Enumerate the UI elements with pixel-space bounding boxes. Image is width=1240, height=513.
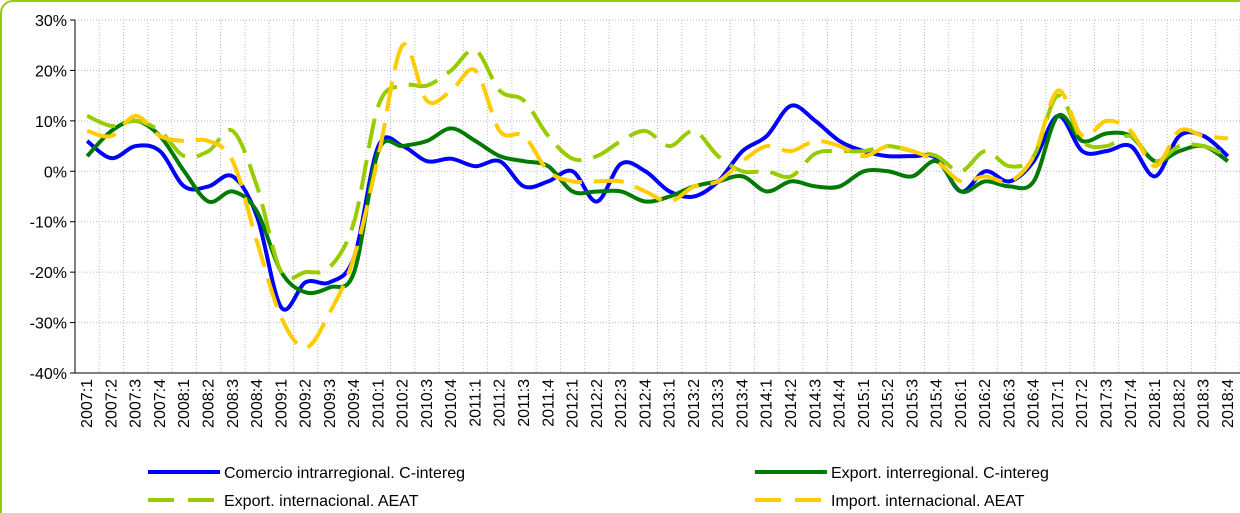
x-tick-label: 2015:2 <box>880 379 897 428</box>
x-tick-label: 2008:3 <box>225 379 242 428</box>
legend-label: Comercio intrarregional. C-intereg <box>224 465 465 482</box>
x-tick-label: 2008:1 <box>176 379 193 428</box>
x-tick-label: 2016:2 <box>977 379 994 428</box>
x-tick-label: 2018:4 <box>1220 379 1237 428</box>
x-tick-label: 2013:1 <box>662 379 679 428</box>
x-tick-label: 2014:3 <box>807 379 824 428</box>
x-tick-label: 2018:3 <box>1196 379 1213 428</box>
x-tick-label: 2009:4 <box>346 379 363 428</box>
x-tick-label: 2013:4 <box>734 379 751 428</box>
y-tick-label: -20% <box>30 265 67 282</box>
x-tick-label: 2007:1 <box>79 379 96 428</box>
legend-label: Import. internacional. AEAT <box>831 493 1025 510</box>
x-tick-label: 2017:3 <box>1099 379 1116 428</box>
y-tick-label: 20% <box>35 63 67 80</box>
legend-label: Export. internacional. AEAT <box>224 493 419 510</box>
x-tick-label: 2018:2 <box>1171 379 1188 428</box>
y-tick-label: -30% <box>30 316 67 333</box>
y-tick-label: 10% <box>35 114 67 131</box>
x-tick-label: 2012:1 <box>565 379 582 428</box>
x-tick-label: 2012:4 <box>637 379 654 428</box>
legend-label: Export. interregional. C-intereg <box>831 465 1049 482</box>
series-line <box>86 47 1229 281</box>
x-tick-label: 2016:4 <box>1026 379 1043 428</box>
x-tick-label: 2012:3 <box>613 379 630 428</box>
x-tick-label: 2014:2 <box>783 379 800 428</box>
x-tick-label: 2018:1 <box>1147 379 1164 428</box>
x-tick-label: 2011:4 <box>540 379 557 427</box>
x-tick-label: 2017:4 <box>1123 379 1140 428</box>
y-tick-label: 0% <box>44 164 67 181</box>
y-tick-label: -10% <box>30 215 67 232</box>
y-tick-label: -40% <box>30 366 67 383</box>
x-tick-label: 2009:3 <box>322 379 339 428</box>
y-tick-label: 30% <box>35 13 67 30</box>
x-tick-label: 2008:4 <box>249 379 266 428</box>
x-tick-label: 2011:1 <box>467 379 484 427</box>
x-tick-label: 2014:4 <box>832 379 849 428</box>
x-tick-label: 2012:2 <box>589 379 606 428</box>
x-tick-label: 2016:3 <box>1001 379 1018 428</box>
x-tick-label: 2011:3 <box>516 379 533 427</box>
x-tick-label: 2017:1 <box>1050 379 1067 428</box>
x-tick-label: 2017:2 <box>1074 379 1091 428</box>
x-tick-label: 2010:4 <box>443 379 460 428</box>
x-tick-label: 2015:4 <box>929 379 946 428</box>
x-tick-label: 2007:3 <box>128 379 145 428</box>
x-tick-label: 2013:3 <box>710 379 727 428</box>
x-tick-label: 2009:1 <box>273 379 290 428</box>
series-line <box>86 42 1229 350</box>
x-tick-label: 2014:1 <box>759 379 776 428</box>
x-tick-label: 2007:2 <box>103 379 120 428</box>
x-tick-label: 2010:3 <box>419 379 436 428</box>
x-tick-label: 2007:4 <box>152 379 169 428</box>
x-tick-label: 2011:2 <box>492 379 509 427</box>
x-tick-label: 2013:2 <box>686 379 703 428</box>
x-tick-label: 2009:2 <box>298 379 315 428</box>
x-tick-label: 2008:2 <box>200 379 217 428</box>
x-tick-label: 2010:1 <box>370 379 387 428</box>
x-tick-label: 2016:1 <box>953 379 970 428</box>
x-tick-label: 2015:1 <box>856 379 873 428</box>
series-line <box>85 103 1230 312</box>
x-tick-label: 2010:2 <box>395 379 412 428</box>
x-tick-label: 2015:3 <box>904 379 921 428</box>
